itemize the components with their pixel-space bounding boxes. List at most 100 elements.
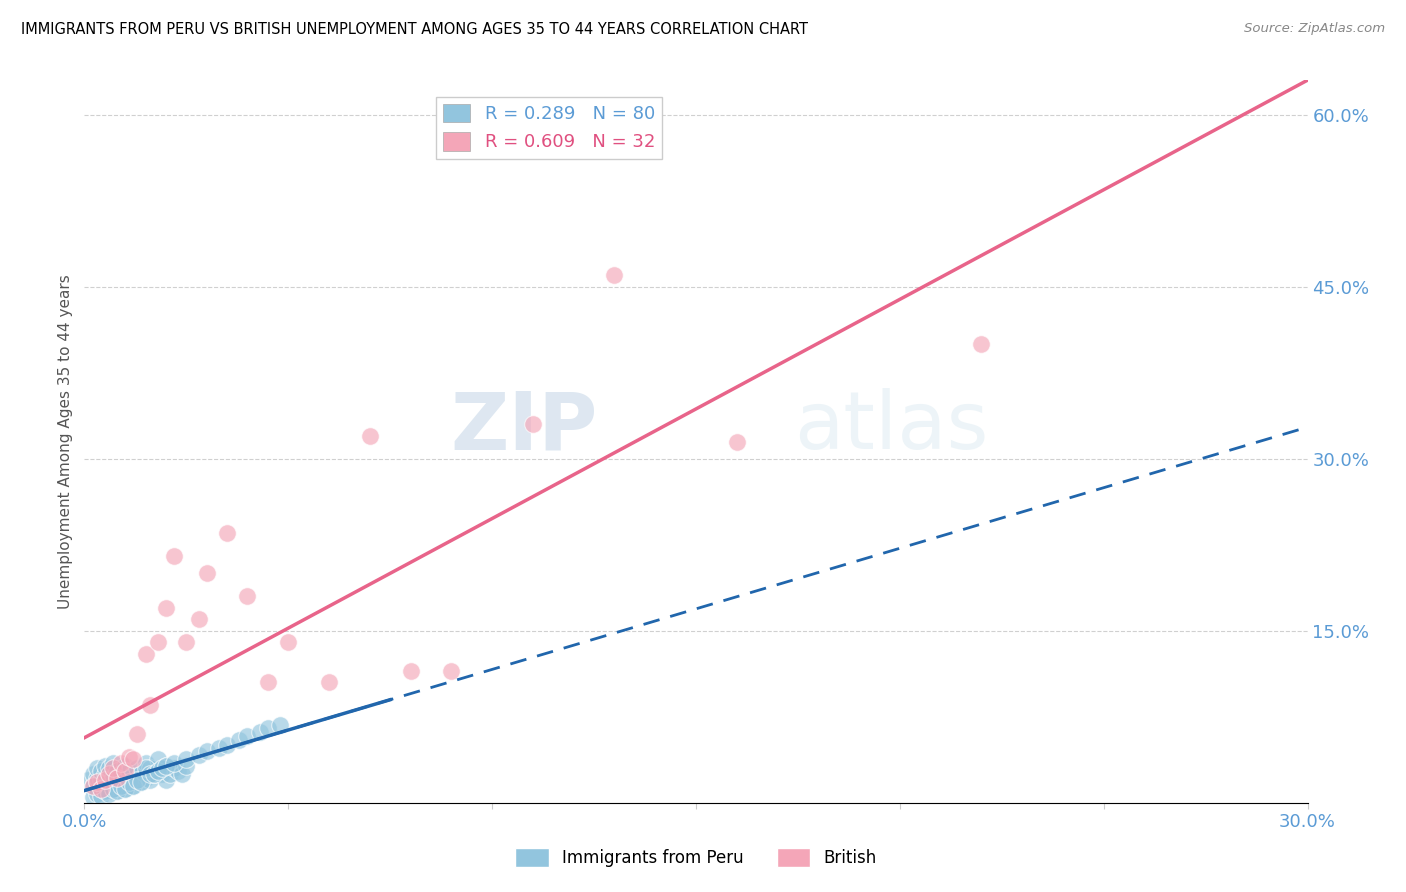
Point — [105, 784, 128, 798]
Text: IMMIGRANTS FROM PERU VS BRITISH UNEMPLOYMENT AMONG AGES 35 TO 44 YEARS CORRELATI: IMMIGRANTS FROM PERU VS BRITISH UNEMPLOY… — [21, 22, 808, 37]
Point — [97, 767, 120, 781]
Point — [105, 771, 128, 785]
Point — [97, 772, 120, 787]
Point — [159, 767, 181, 781]
Point — [97, 787, 120, 801]
Point — [90, 782, 112, 797]
Point — [122, 767, 145, 781]
Point — [93, 784, 115, 798]
Point — [97, 784, 120, 798]
Point — [93, 772, 115, 787]
Point — [127, 761, 149, 775]
Point — [90, 782, 112, 797]
Point — [142, 767, 165, 781]
Point — [127, 727, 149, 741]
Point — [93, 759, 115, 773]
Point — [146, 635, 169, 649]
Point — [105, 784, 128, 798]
Point — [97, 761, 120, 775]
Point — [135, 647, 157, 661]
Point — [110, 779, 132, 793]
Point — [187, 612, 209, 626]
Point — [110, 756, 132, 770]
Point — [82, 767, 104, 781]
Point — [101, 756, 124, 770]
Point — [131, 767, 153, 781]
Point — [228, 732, 250, 747]
Point — [110, 779, 132, 793]
Point — [174, 752, 197, 766]
Point — [122, 779, 145, 793]
Point — [101, 782, 124, 797]
Point — [105, 764, 128, 778]
Point — [249, 724, 271, 739]
Point — [155, 772, 177, 787]
Point — [257, 721, 280, 735]
Point — [135, 771, 157, 785]
Point — [101, 771, 124, 785]
Point — [86, 761, 108, 775]
Point — [150, 761, 173, 775]
Point — [146, 764, 169, 778]
Point — [399, 664, 422, 678]
Point — [131, 775, 153, 789]
Point — [163, 761, 186, 775]
Point — [217, 739, 239, 753]
Point — [110, 767, 132, 781]
Point — [118, 775, 141, 789]
Text: ZIP: ZIP — [451, 388, 598, 467]
Point — [93, 767, 115, 781]
Point — [725, 434, 748, 449]
Point — [142, 767, 165, 781]
Point — [146, 752, 169, 766]
Point — [77, 772, 100, 787]
Point — [163, 549, 186, 564]
Point — [269, 718, 291, 732]
Point — [122, 752, 145, 766]
Point — [118, 775, 141, 789]
Point — [118, 764, 141, 778]
Point — [127, 772, 149, 787]
Point — [155, 600, 177, 615]
Point — [217, 526, 239, 541]
Point — [155, 759, 177, 773]
Point — [86, 775, 108, 789]
Point — [122, 779, 145, 793]
Text: Source: ZipAtlas.com: Source: ZipAtlas.com — [1244, 22, 1385, 36]
Point — [82, 790, 104, 805]
Point — [174, 635, 197, 649]
Point — [82, 779, 104, 793]
Point — [135, 756, 157, 770]
Point — [93, 775, 115, 789]
Point — [101, 761, 124, 775]
Point — [195, 744, 218, 758]
Y-axis label: Unemployment Among Ages 35 to 44 years: Unemployment Among Ages 35 to 44 years — [58, 274, 73, 609]
Point — [105, 775, 128, 789]
Text: atlas: atlas — [794, 388, 988, 467]
Point — [146, 764, 169, 778]
Point — [118, 750, 141, 764]
Point — [114, 782, 136, 797]
Point — [195, 566, 218, 581]
Point — [135, 761, 157, 775]
Point — [277, 635, 299, 649]
Point — [318, 675, 340, 690]
Point — [127, 772, 149, 787]
Point — [90, 789, 112, 803]
Point — [257, 675, 280, 690]
Point — [90, 772, 112, 787]
Point — [208, 740, 231, 755]
Point — [101, 779, 124, 793]
Point — [138, 772, 160, 787]
Point — [131, 775, 153, 789]
Point — [167, 764, 190, 778]
Point — [90, 764, 112, 778]
Point — [236, 729, 259, 743]
Point — [114, 782, 136, 797]
Point — [359, 429, 381, 443]
Point — [138, 767, 160, 781]
Point — [114, 759, 136, 773]
Point — [603, 268, 626, 283]
Point — [93, 779, 115, 793]
Point — [970, 337, 993, 351]
